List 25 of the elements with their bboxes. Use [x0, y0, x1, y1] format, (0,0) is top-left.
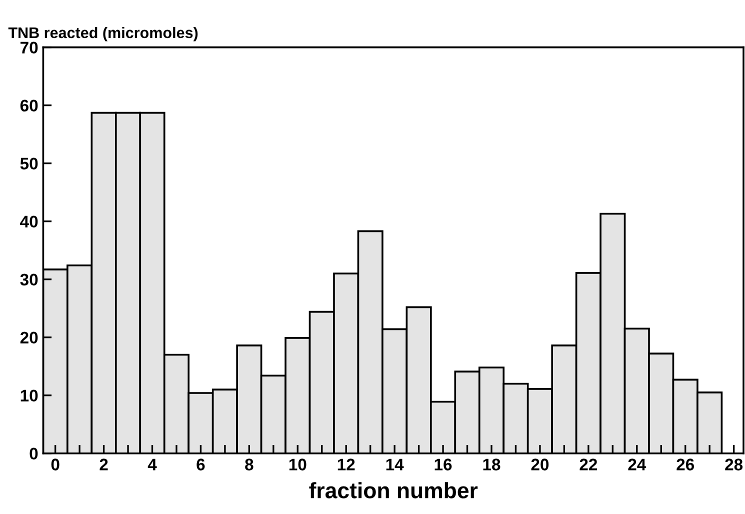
x-tick-label: 10 [289, 458, 306, 470]
x-tick-label: 12 [338, 458, 355, 470]
x-tick-label: 6 [196, 458, 205, 470]
x-axis-title: fraction number [309, 482, 478, 498]
x-tick-label: 22 [580, 458, 598, 470]
y-tick-label: 30 [20, 274, 38, 286]
x-tick-label: 26 [676, 458, 694, 470]
y-tick-label: 0 [30, 448, 38, 460]
x-tick-label: 24 [628, 458, 646, 470]
x-tick-label: 2 [100, 458, 108, 470]
y-tick-label: 20 [20, 332, 38, 344]
x-tick-label: 20 [531, 458, 549, 470]
x-tick-label: 14 [386, 458, 404, 470]
x-tick-label: 18 [483, 458, 500, 470]
x-tick-label: 16 [434, 458, 452, 470]
y-tick-label: 10 [20, 390, 38, 402]
y-tick-label: 40 [20, 216, 38, 228]
x-tick-label: 0 [51, 458, 60, 470]
x-tick-label: 4 [148, 458, 157, 470]
x-tick-label: 28 [725, 458, 743, 470]
y-tick-label: 50 [20, 158, 38, 170]
y-tick-label: 60 [20, 100, 38, 112]
y-axis-title: TNB reacted (micromoles) [8, 26, 198, 42]
y-tick-label: 70 [20, 42, 38, 54]
x-tick-label: 8 [245, 458, 254, 470]
